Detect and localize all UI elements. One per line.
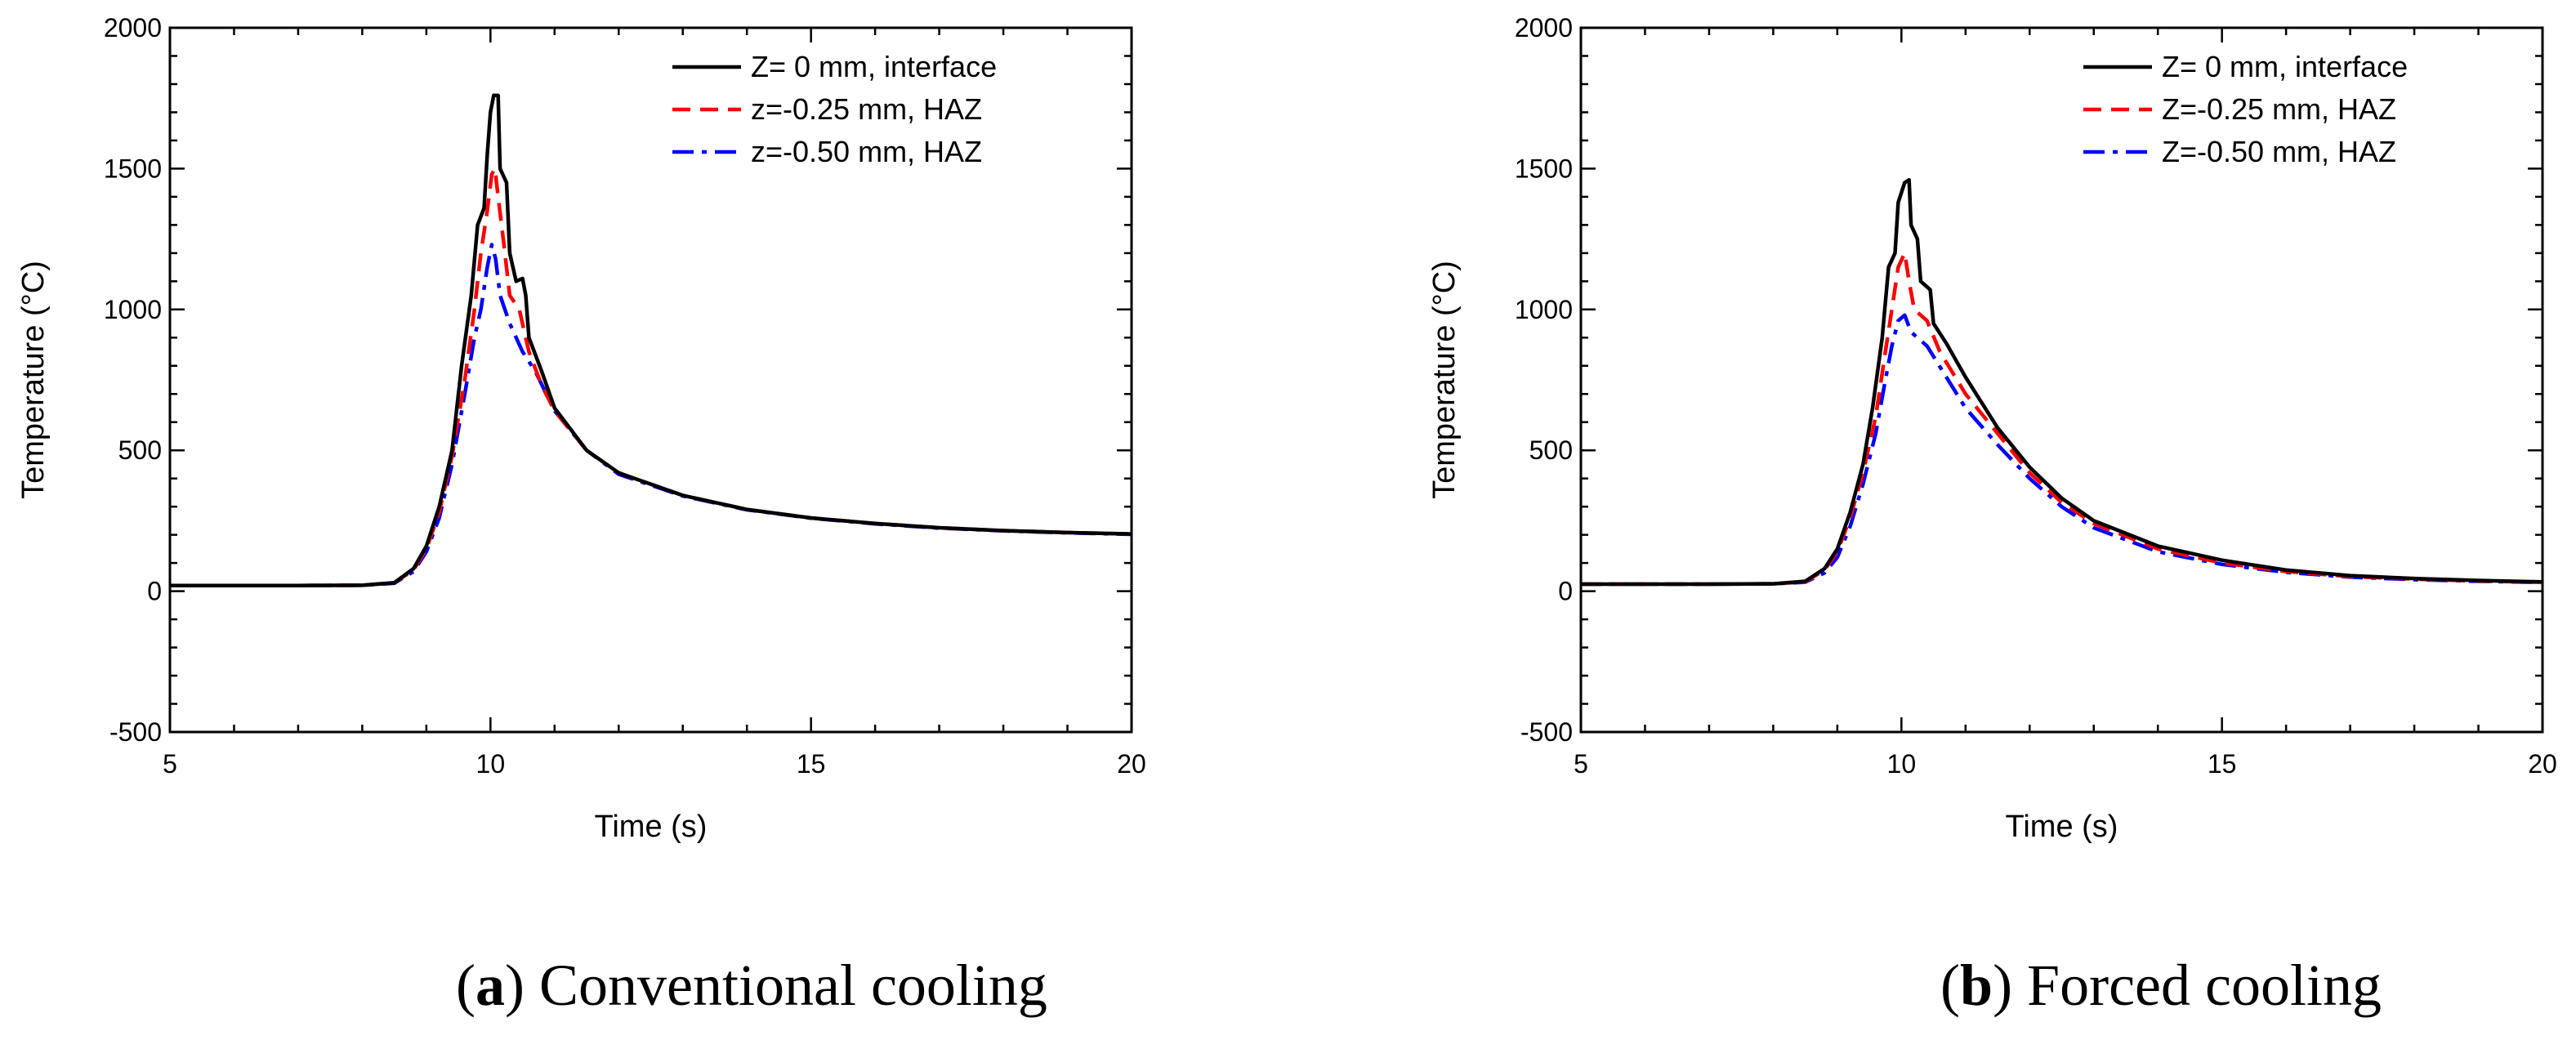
series-line-0 bbox=[1581, 177, 2543, 587]
caption-open-paren: ( bbox=[1940, 953, 1960, 1018]
x-axis-label: Time (s) bbox=[595, 810, 708, 844]
series-line-2 bbox=[1581, 313, 2543, 587]
series-line-1 bbox=[1581, 251, 2543, 587]
y-tick-label: 1000 bbox=[104, 295, 162, 324]
x-tick-label: 5 bbox=[1574, 749, 1588, 779]
y-tick-label: 2000 bbox=[104, 13, 162, 42]
chart-panel-a: 5 10 15 20 -500 0 500 1000 1500 2000 Time (s) Tempe… bbox=[16, 13, 1146, 1018]
caption-close-paren: ) bbox=[1993, 953, 2027, 1018]
plot-frame bbox=[168, 26, 1133, 734]
y-tick-label: 2000 bbox=[1515, 13, 1573, 42]
legend-label-2: z=-0.50 mm, HAZ bbox=[751, 135, 982, 168]
caption-close-paren: ) bbox=[505, 953, 539, 1018]
chart-panel-b: 5 10 15 20 -500 0 500 1000 1500 2000 Time (s) Tempe… bbox=[1427, 13, 2557, 1018]
series-line-1 bbox=[170, 167, 1132, 587]
y-tick-label: 0 bbox=[1558, 577, 1573, 606]
caption-letter: b bbox=[1960, 953, 1993, 1018]
caption-letter: a bbox=[475, 953, 505, 1018]
y-axis-label: Temperature (°C) bbox=[1427, 261, 1462, 499]
legend-label-0: Z= 0 mm, interface bbox=[751, 50, 997, 83]
y-tick-label: 500 bbox=[118, 435, 162, 465]
y-tick-label: 0 bbox=[147, 577, 162, 606]
y-tick-label: 1500 bbox=[104, 154, 162, 183]
caption-text: Conventional cooling bbox=[539, 953, 1047, 1018]
caption-open-paren: ( bbox=[456, 953, 475, 1018]
y-tick-label: 1500 bbox=[1515, 154, 1573, 183]
series-line-2 bbox=[170, 243, 1132, 587]
y-tick-label: 500 bbox=[1529, 435, 1573, 465]
panel-caption: (b) Forced cooling bbox=[1940, 953, 2382, 1018]
x-tick-label: 15 bbox=[2208, 749, 2237, 779]
caption-text: Forced cooling bbox=[2027, 953, 2382, 1018]
legend-label-1: Z=-0.25 mm, HAZ bbox=[2162, 92, 2396, 126]
panel-caption: (a) Conventional cooling bbox=[456, 953, 1047, 1018]
x-tick-label: 5 bbox=[163, 749, 177, 779]
legend-label-0: Z= 0 mm, interface bbox=[2162, 50, 2408, 83]
y-tick-label: -500 bbox=[109, 717, 162, 747]
x-tick-label: 10 bbox=[476, 749, 506, 779]
legend-label-2: Z=-0.50 mm, HAZ bbox=[2162, 135, 2396, 168]
y-tick-label: 1000 bbox=[1515, 295, 1573, 324]
x-tick-label: 20 bbox=[1117, 749, 1146, 779]
y-axis-label: Temperature (°C) bbox=[16, 261, 51, 499]
legend-label-1: z=-0.25 mm, HAZ bbox=[751, 92, 982, 126]
series-line-0 bbox=[170, 93, 1132, 587]
x-tick-label: 20 bbox=[2528, 749, 2557, 779]
y-tick-label: -500 bbox=[1520, 717, 1573, 747]
plot-frame bbox=[1579, 26, 2544, 734]
x-tick-label: 10 bbox=[1887, 749, 1917, 779]
x-axis-label: Time (s) bbox=[2006, 810, 2118, 844]
x-tick-label: 15 bbox=[797, 749, 826, 779]
